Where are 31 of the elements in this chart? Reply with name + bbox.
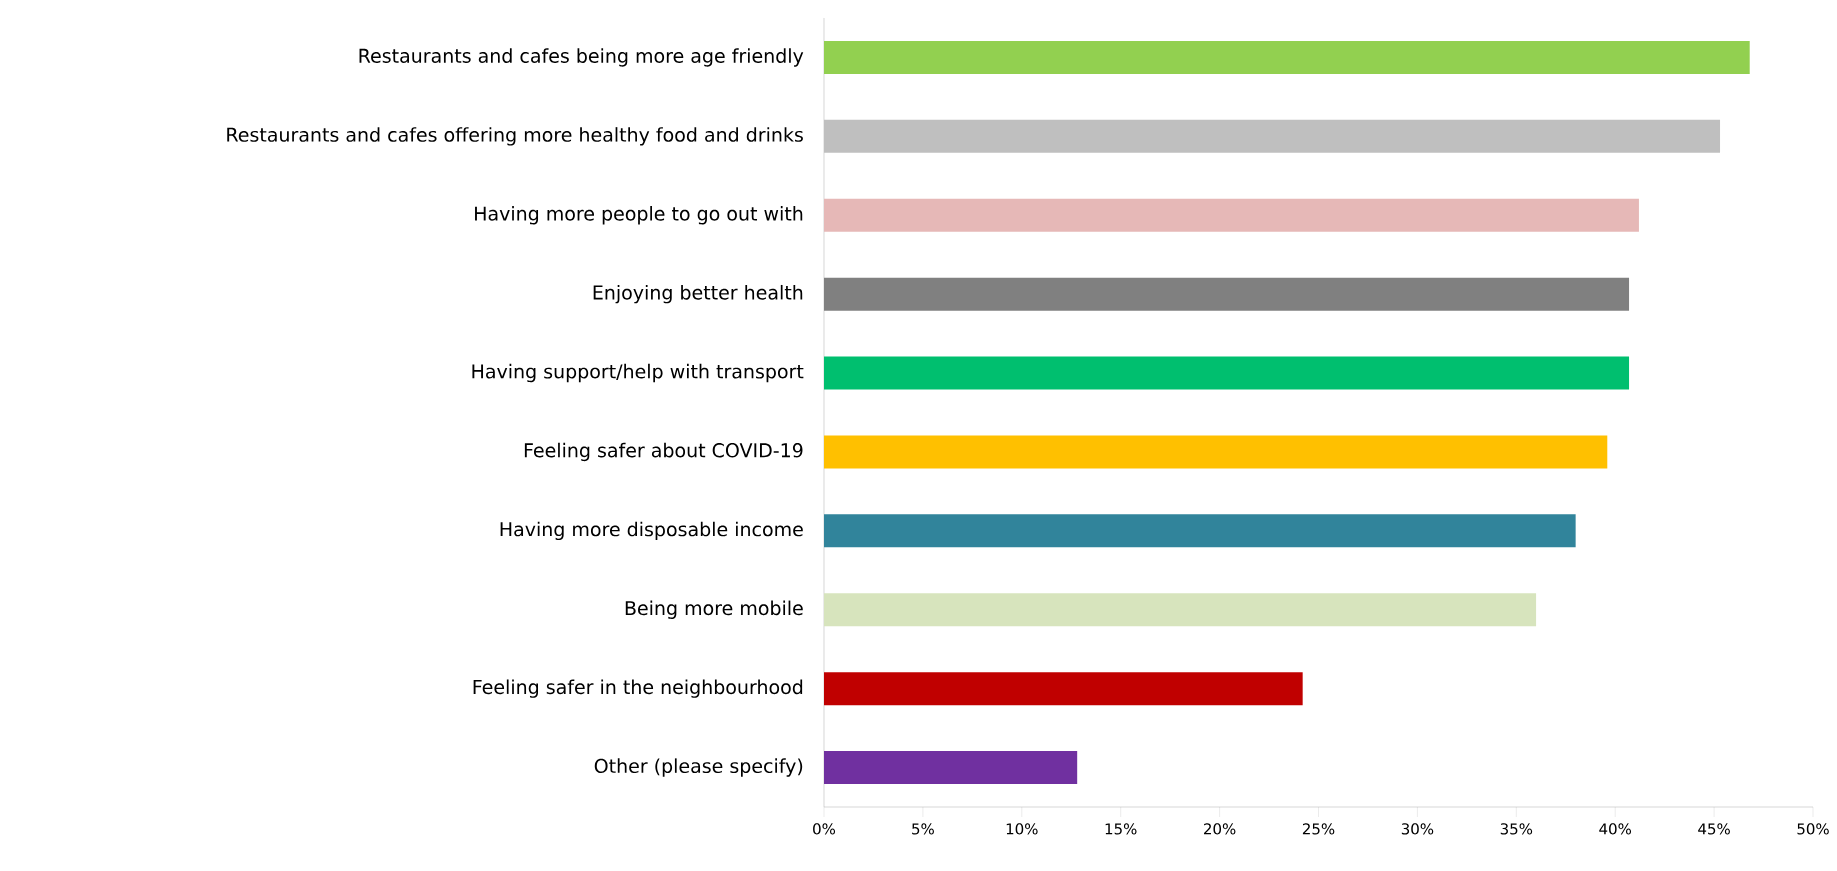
bar — [823, 672, 1303, 706]
y-tick-label: Having more people to go out with — [475, 206, 803, 225]
y-tick-label: Having support/help with transport — [472, 363, 804, 383]
x-tick-label: 0% — [813, 823, 836, 835]
x-tick-label: 25% — [1302, 823, 1335, 835]
x-tick-label: 5% — [912, 823, 934, 835]
bar — [823, 514, 1576, 548]
y-tick-label: Other (please specify) — [594, 758, 803, 777]
bar — [823, 356, 1630, 390]
y-tick-label: Having more disposable income — [500, 521, 803, 541]
x-tick-label: 10% — [1006, 823, 1038, 835]
x-tick-label: 50% — [1797, 823, 1829, 835]
y-tick-label: Restaurants and cafes being more age friendly — [359, 48, 804, 67]
y-tick-label: Enjoying better health — [593, 284, 803, 304]
x-tick-label: 40% — [1599, 823, 1632, 835]
y-tick-label: Feeling safer about COVID-19 — [524, 442, 803, 462]
bar — [823, 593, 1537, 627]
x-tick-label: 45% — [1698, 823, 1730, 835]
x-tick-label: 30% — [1401, 823, 1434, 835]
y-tick-label: Restaurants and cafes offering more healthy food and drinks — [227, 127, 803, 146]
bar — [823, 751, 1078, 785]
x-tick-label: 35% — [1500, 823, 1533, 835]
bar — [823, 119, 1721, 153]
y-tick-label: Feeling safer in the neighbourhood — [473, 679, 803, 698]
bar — [823, 40, 1750, 74]
x-tick-label: 20% — [1204, 823, 1236, 835]
y-tick-label: Being more mobile — [625, 600, 803, 619]
bar — [823, 277, 1630, 311]
x-tick-label: 15% — [1105, 823, 1137, 835]
bar — [823, 198, 1639, 232]
bar — [823, 435, 1608, 469]
